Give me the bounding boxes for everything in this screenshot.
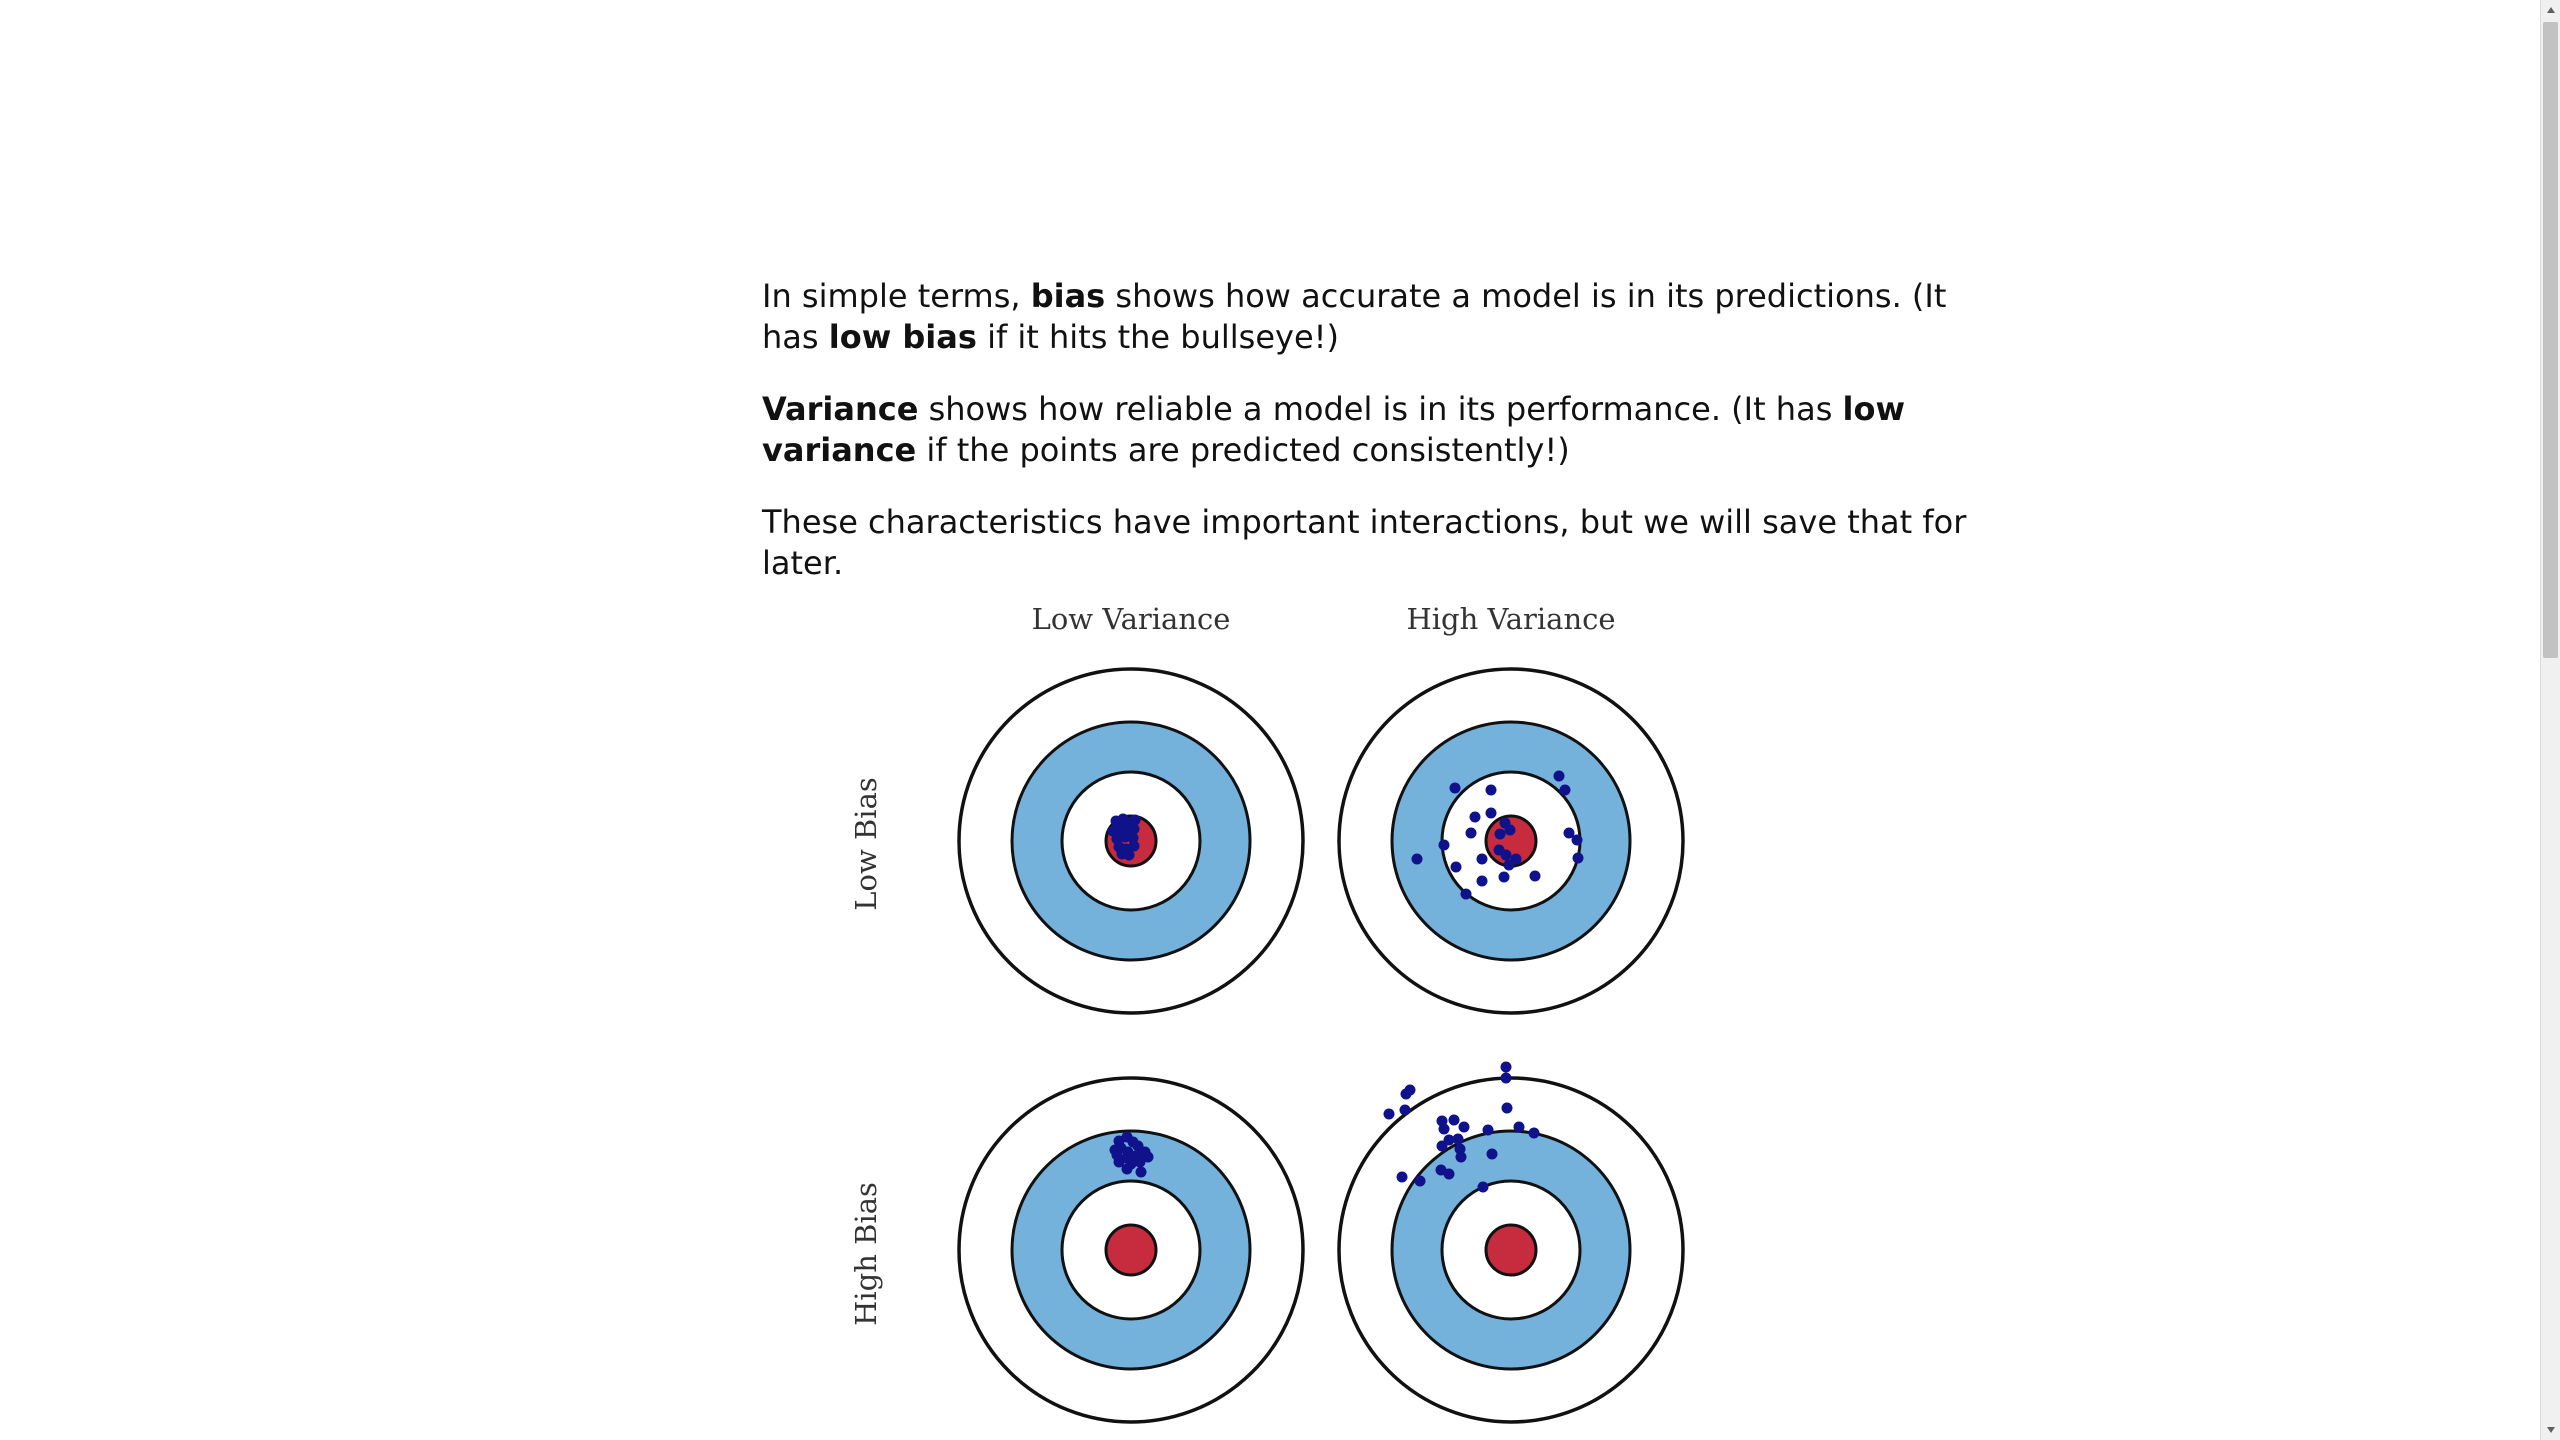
text-run: if it hits the bullseye!) [976, 318, 1339, 356]
prediction-point [1476, 853, 1488, 865]
prediction-point [1121, 1163, 1133, 1175]
prediction-point [1498, 871, 1510, 883]
prediction-point [1559, 784, 1571, 796]
prediction-point [1563, 827, 1575, 839]
prediction-point [1500, 1061, 1512, 1073]
text-run: shows how accurate a model is in its pre… [762, 277, 1947, 356]
bold-term-bias: bias [1030, 277, 1106, 315]
target-high-bias-low-variance [957, 1076, 1305, 1424]
prediction-point [1477, 1181, 1489, 1193]
vertical-scrollbar[interactable] [2540, 0, 2560, 1440]
prediction-point [1119, 831, 1131, 843]
prediction-point [1572, 852, 1584, 864]
prediction-point [1452, 1133, 1464, 1145]
prediction-point [1455, 1151, 1467, 1163]
prediction-point [1128, 823, 1140, 835]
column-label-low-variance: Low Variance [1032, 602, 1231, 636]
paragraph-variance: Variance shows how reliable a model is i… [762, 389, 2002, 471]
paragraph-interactions: These characteristics have important int… [762, 503, 1967, 582]
targets-group [957, 667, 1685, 1424]
prediction-point [1383, 1108, 1395, 1120]
prediction-point [1400, 1088, 1412, 1100]
bullseye-diagram: Low Variance High Variance Low Bias High… [849, 602, 1685, 1424]
prediction-point [1128, 840, 1140, 852]
scrollbar-thumb[interactable] [2543, 22, 2558, 658]
prediction-point [1109, 1144, 1121, 1156]
text-run: if the points are predicted consistently… [916, 431, 1570, 469]
bold-term-low-bias: low bias [828, 318, 977, 356]
prediction-point [1485, 807, 1497, 819]
prediction-point [1486, 1148, 1498, 1160]
scroll-down-button[interactable] [2541, 1420, 2560, 1440]
bullseye-center [1484, 1223, 1538, 1277]
text-run: shows how reliable a model is in its per… [918, 390, 1843, 428]
prediction-point [1476, 875, 1488, 887]
prediction-point [1135, 1166, 1147, 1178]
prediction-point [1458, 1121, 1470, 1133]
scroll-up-button[interactable] [2541, 0, 2560, 20]
prediction-point [1529, 870, 1541, 882]
prediction-point [1513, 1121, 1525, 1133]
prediction-point [1485, 784, 1497, 796]
prediction-point [1436, 1140, 1448, 1152]
bias-variance-bullseye-figure: Low Variance High Variance Low Bias High… [840, 590, 1720, 1440]
prediction-point [1396, 1171, 1408, 1183]
row-label-high-bias: High Bias [849, 1182, 883, 1326]
bold-term-low-variance: low variance [762, 390, 1906, 469]
prediction-point [1142, 1151, 1154, 1163]
target-low-bias-low-variance [957, 667, 1305, 1015]
prediction-point [1443, 1168, 1455, 1180]
prediction-point [1123, 849, 1135, 861]
prediction-point [1571, 834, 1583, 846]
prediction-point [1438, 1123, 1450, 1135]
row-label-low-bias: Low Bias [849, 777, 883, 911]
bold-term-variance: Variance [762, 390, 919, 428]
target-high-bias-high-variance [1337, 1061, 1685, 1424]
prediction-point [1553, 770, 1565, 782]
article-text: In simple terms, bias shows how accurate… [762, 276, 2002, 615]
triangle-up-icon [2546, 7, 2555, 13]
prediction-point [1465, 827, 1477, 839]
prediction-point [1129, 814, 1141, 826]
prediction-point [1113, 1156, 1125, 1168]
prediction-point [1399, 1104, 1411, 1116]
prediction-point [1500, 1072, 1512, 1084]
prediction-point [1414, 1175, 1426, 1187]
prediction-point [1528, 1127, 1540, 1139]
prediction-point [1460, 888, 1472, 900]
prediction-point [1134, 1156, 1146, 1168]
prediction-point [1493, 844, 1505, 856]
target-low-bias-high-variance [1337, 667, 1685, 1015]
prediction-point [1450, 861, 1462, 873]
prediction-point [1504, 824, 1516, 836]
prediction-point [1494, 828, 1506, 840]
paragraph-bias: In simple terms, bias shows how accurate… [762, 276, 2002, 358]
prediction-point [1501, 1102, 1513, 1114]
prediction-point [1411, 853, 1423, 865]
prediction-point [1503, 859, 1515, 871]
text-run: In simple terms, [762, 277, 1031, 315]
prediction-point [1482, 1124, 1494, 1136]
triangle-down-icon [2546, 1427, 2555, 1433]
bullseye-center [1104, 1223, 1158, 1277]
prediction-point [1127, 832, 1139, 844]
prediction-point [1469, 811, 1481, 823]
prediction-point [1454, 1143, 1466, 1155]
prediction-point [1438, 839, 1450, 851]
column-label-high-variance: High Variance [1406, 602, 1615, 636]
prediction-point [1448, 1114, 1460, 1126]
prediction-point [1449, 782, 1461, 794]
